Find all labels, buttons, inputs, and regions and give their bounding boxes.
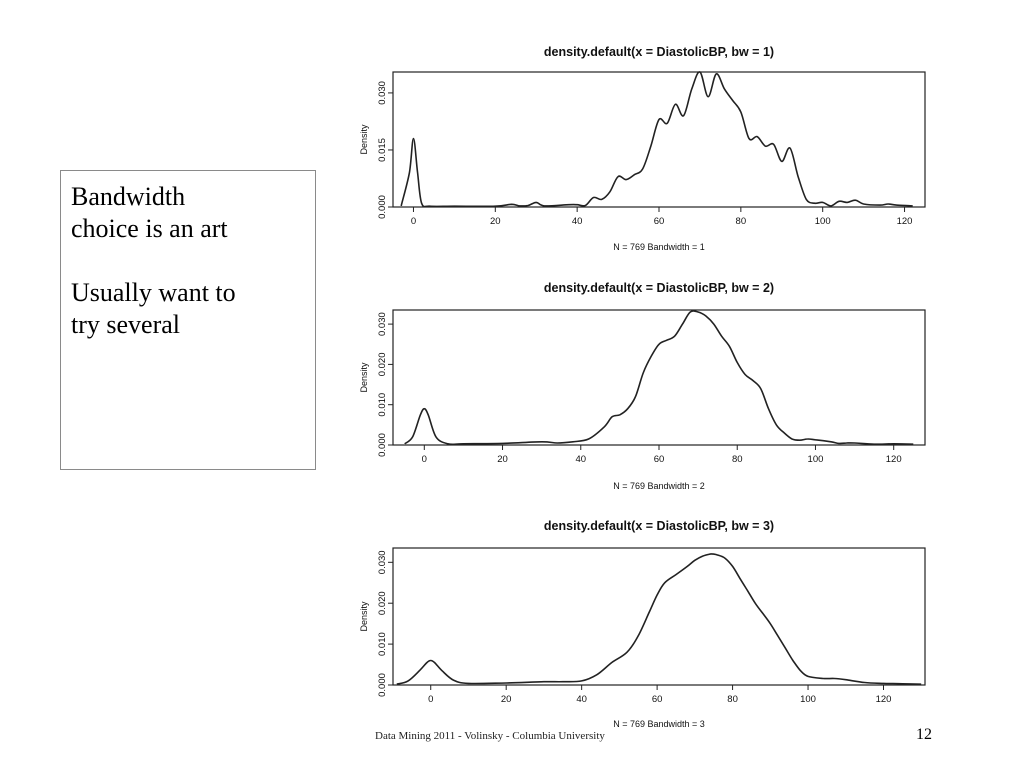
plot-frame [392, 309, 926, 446]
text-paragraph-2: Usually want to try several [71, 277, 305, 341]
x-axis-caption: N = 769 Bandwidth = 1 [613, 242, 705, 252]
x-tick-label: 40 [575, 454, 586, 465]
y-tick-label: 0.030 [377, 81, 388, 105]
density-curve [404, 310, 914, 446]
plot-frame [392, 71, 926, 208]
y-tick-label: 0.020 [377, 353, 388, 377]
x-tick-label: 80 [736, 216, 747, 227]
y-tick-label: 0.020 [377, 591, 388, 615]
chart-title: density.default(x = DiastolicBP, bw = 3) [544, 519, 774, 533]
text-line: Usually want to [71, 278, 236, 307]
chart-title: density.default(x = DiastolicBP, bw = 1) [544, 45, 774, 59]
density-curve [396, 553, 922, 685]
y-axis-label: Density [359, 362, 369, 393]
density-chart-2: density.default(x = DiastolicBP, bw = 2)… [359, 281, 926, 491]
text-box: Bandwidth choice is an art Usually want … [60, 170, 316, 470]
density-curve [400, 71, 913, 208]
y-tick-label: 0.000 [377, 433, 388, 457]
x-tick-label: 40 [572, 216, 583, 227]
density-chart-3: density.default(x = DiastolicBP, bw = 3)… [359, 519, 926, 729]
y-tick-label: 0.010 [377, 393, 388, 417]
x-tick-label: 60 [654, 454, 665, 465]
text-paragraph-1: Bandwidth choice is an art [71, 181, 305, 245]
footer-text: Data Mining 2011 - Volinsky - Columbia U… [375, 730, 605, 742]
y-tick-label: 0.030 [377, 312, 388, 336]
x-tick-label: 100 [808, 454, 824, 465]
x-axis-caption: N = 769 Bandwidth = 2 [613, 481, 705, 491]
y-tick-label: 0.000 [377, 195, 388, 219]
text-line: choice is an art [71, 214, 228, 243]
x-tick-label: 60 [654, 216, 665, 227]
density-chart-1: density.default(x = DiastolicBP, bw = 1)… [359, 45, 926, 252]
x-tick-label: 20 [497, 454, 508, 465]
chart-title: density.default(x = DiastolicBP, bw = 2) [544, 281, 774, 295]
y-tick-label: 0.000 [377, 673, 388, 697]
y-axis-label: Density [359, 124, 369, 155]
x-tick-label: 0 [422, 454, 427, 465]
x-tick-label: 20 [501, 694, 512, 705]
x-axis-caption: N = 769 Bandwidth = 3 [613, 719, 705, 729]
x-tick-label: 0 [411, 216, 416, 227]
plot-frame [392, 547, 926, 686]
x-tick-label: 20 [490, 216, 501, 227]
y-tick-label: 0.030 [377, 550, 388, 574]
x-tick-label: 120 [897, 216, 913, 227]
page-number: 12 [916, 726, 932, 743]
y-tick-label: 0.015 [377, 138, 388, 162]
x-tick-label: 120 [876, 694, 892, 705]
x-tick-label: 100 [815, 216, 831, 227]
y-axis-label: Density [359, 601, 369, 632]
x-tick-label: 80 [732, 454, 743, 465]
text-line: Bandwidth [71, 182, 186, 211]
x-tick-label: 40 [576, 694, 587, 705]
text-line: try several [71, 310, 181, 339]
x-tick-label: 60 [652, 694, 663, 705]
x-tick-label: 0 [428, 694, 433, 705]
x-tick-label: 120 [886, 454, 902, 465]
x-tick-label: 100 [800, 694, 816, 705]
x-tick-label: 80 [727, 694, 738, 705]
y-tick-label: 0.010 [377, 632, 388, 656]
